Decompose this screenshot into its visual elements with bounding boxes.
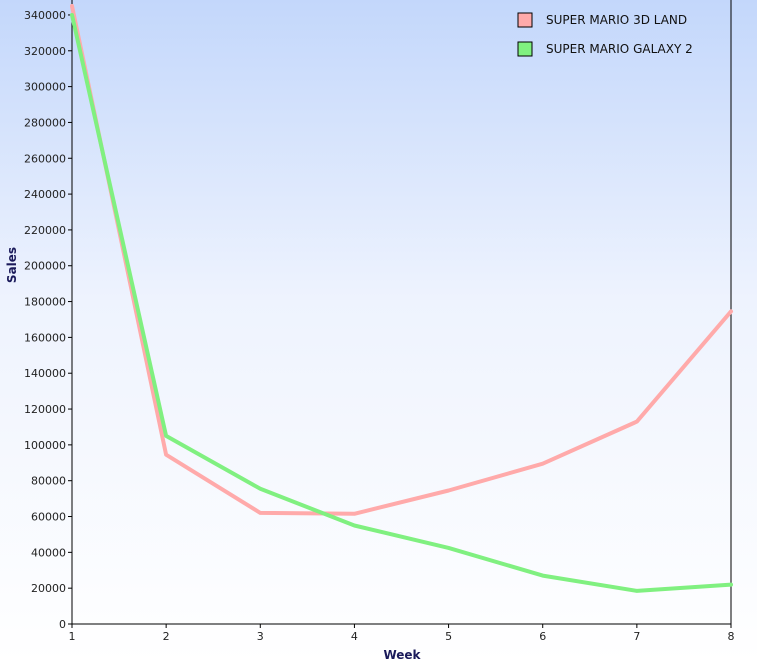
series-line-2 [70,13,733,593]
series-2-point [164,434,168,438]
y-tick-label: 240000 [24,188,66,201]
y-tick-label: 20000 [31,582,66,595]
x-tick-label: 4 [351,630,358,643]
x-tick-label: 6 [539,630,546,643]
x-tick-label: 1 [69,630,76,643]
series-2-point [729,583,733,587]
legend-label: SUPER MARIO 3D LAND [546,13,687,27]
y-tick-label: 340000 [24,9,66,22]
y-tick-label: 120000 [24,403,66,416]
y-tick-label: 300000 [24,81,66,94]
x-axis-title: Week [383,648,421,662]
legend-label: SUPER MARIO GALAXY 2 [546,42,693,56]
series-2-point [258,487,262,491]
series-line-1 [70,4,733,516]
series-1-point [635,420,639,424]
series-2-point [635,589,639,593]
series-2-point [447,546,451,550]
legend-swatch [517,12,533,28]
series-1-point [352,512,356,516]
y-tick-label: 60000 [31,511,66,524]
series-2-point [352,523,356,527]
y-tick-label: 160000 [24,331,66,344]
x-tick-label: 7 [633,630,640,643]
series-2-point [70,13,74,17]
x-tick-label: 8 [728,630,735,643]
y-tick-label: 180000 [24,296,66,309]
series-1-point [164,453,168,457]
series-1-point [541,462,545,466]
y-tick-label: 200000 [24,260,66,273]
series-1-point [258,511,262,515]
x-tick-label: 5 [445,630,452,643]
y-tick-label: 140000 [24,367,66,380]
y-axis-title: Sales [5,247,19,283]
y-tick-label: 260000 [24,152,66,165]
legend-swatch [517,41,533,57]
series-2-point [541,574,545,578]
y-tick-label: 0 [59,618,66,631]
series-1-point [70,4,74,8]
x-tick-label: 3 [257,630,264,643]
series-1-point [729,309,733,313]
legend: SUPER MARIO 3D LAND SUPER MARIO GALAXY 2 [517,12,693,57]
y-tick-label: 320000 [24,45,66,58]
y-tick-label: 220000 [24,224,66,237]
y-tick-label: 40000 [31,546,66,559]
y-tick-label: 100000 [24,439,66,452]
y-tick-label: 80000 [31,475,66,488]
x-tick-label: 2 [163,630,170,643]
series-1-point [447,489,451,493]
y-tick-label: 280000 [24,116,66,129]
